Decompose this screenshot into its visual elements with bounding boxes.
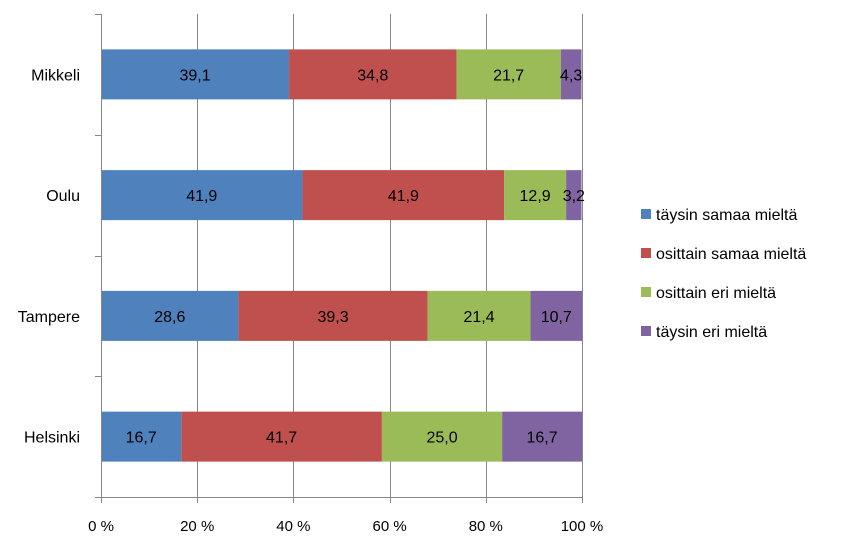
- category-label: Tampere: [18, 309, 80, 326]
- bar-segment: [181, 411, 382, 462]
- category-label: Helsinki: [24, 430, 80, 447]
- bar-segment: [502, 411, 582, 462]
- bar-segment: [381, 411, 503, 462]
- bar-segment: [302, 170, 505, 221]
- bar-segment: [289, 49, 457, 100]
- bars: [101, 49, 582, 462]
- bar-segment: [427, 290, 531, 341]
- bar-segment: [456, 49, 561, 100]
- legend-label: täysin eri mieltä: [656, 324, 767, 341]
- bar-segment: [566, 170, 582, 221]
- category-label: Oulu: [46, 188, 80, 205]
- category-labels: Mikkeli Oulu Tampere Helsinki: [18, 67, 80, 446]
- x-tick-label: 0 %: [88, 518, 114, 535]
- bar-segment: [101, 170, 303, 221]
- data-label: 39,1: [179, 67, 210, 84]
- x-tick-label: 40 %: [276, 518, 310, 535]
- data-label: 34,8: [357, 67, 388, 84]
- data-label: 4,3: [560, 67, 582, 84]
- data-label: 21,4: [463, 309, 494, 326]
- legend-label: osittain samaa mieltä: [656, 246, 806, 263]
- bar-segment: [101, 290, 239, 341]
- data-label: 41,9: [186, 188, 217, 205]
- x-tick-label: 20 %: [180, 518, 214, 535]
- data-label: 16,7: [527, 430, 558, 447]
- legend-swatch: [641, 209, 651, 219]
- data-label: 12,9: [520, 188, 551, 205]
- data-label: 25,0: [426, 430, 457, 447]
- data-label: 41,7: [266, 430, 297, 447]
- data-label: 3,2: [563, 188, 585, 205]
- legend-label: osittain eri mieltä: [656, 285, 776, 302]
- category-label: Mikkeli: [31, 67, 80, 84]
- data-label: 10,7: [541, 309, 572, 326]
- bar-segment: [530, 290, 582, 341]
- x-tick-label: 100 %: [561, 518, 604, 535]
- data-label: 16,7: [126, 430, 157, 447]
- data-label: 41,9: [388, 188, 419, 205]
- legend-swatch: [641, 248, 651, 258]
- legend: täysin samaa mieltä osittain samaa mieltä…: [641, 207, 806, 341]
- data-label: 21,7: [493, 67, 524, 84]
- legend-label: täysin samaa mieltä: [656, 207, 797, 224]
- legend-swatch: [641, 326, 651, 336]
- bar-segment: [101, 411, 182, 462]
- bar-segment: [560, 49, 582, 100]
- bar-labels: 39,1 34,8 21,7 4,3 41,9 41,9 12,9 3,2 28,6 39,3 21…: [126, 67, 585, 446]
- axes: [95, 14, 583, 503]
- legend-swatch: [641, 287, 651, 297]
- x-tick-label: 60 %: [372, 518, 406, 535]
- x-tick-label: 80 %: [469, 518, 503, 535]
- x-tick-labels: 0 % 20 % 40 % 60 % 80 % 100 %: [88, 518, 603, 535]
- bar-segment: [238, 290, 428, 341]
- bar-segment: [101, 49, 290, 100]
- data-label: 28,6: [154, 309, 185, 326]
- data-label: 39,3: [318, 309, 349, 326]
- bar-segment: [504, 170, 567, 221]
